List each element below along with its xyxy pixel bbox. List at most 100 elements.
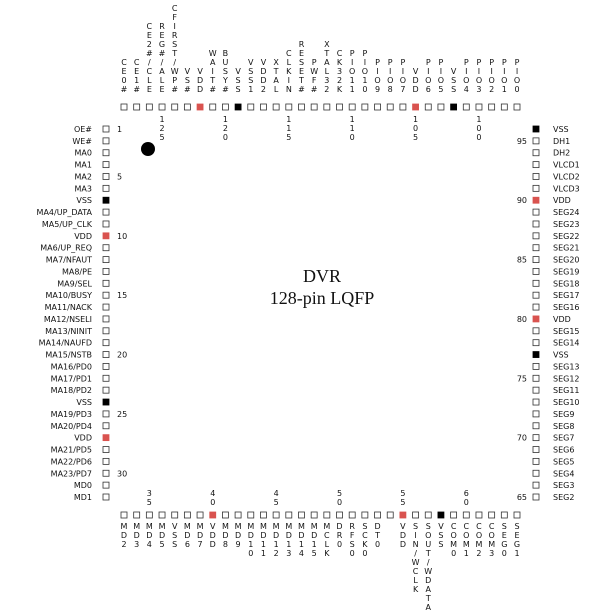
pin	[196, 511, 204, 519]
pin	[102, 339, 110, 347]
pin-label: SEG13	[553, 362, 580, 371]
pin	[272, 511, 280, 519]
pin	[532, 184, 540, 192]
pin-label: MA7/NFAUT	[46, 256, 92, 265]
pin-label: SEG24	[553, 208, 580, 217]
pin	[532, 363, 540, 370]
pin	[532, 125, 540, 133]
pin	[102, 184, 110, 192]
pin	[298, 103, 305, 111]
pin	[102, 315, 110, 323]
pin-label: VDD	[74, 434, 92, 443]
pin	[102, 279, 110, 287]
pin	[336, 511, 343, 519]
pin	[222, 511, 229, 519]
pin	[323, 511, 331, 519]
pin	[102, 386, 110, 394]
pin-label: SEG6	[553, 446, 574, 455]
pin	[310, 511, 318, 519]
pin-label: SEG18	[553, 279, 580, 288]
pin-label: MA21/PD5	[51, 446, 92, 455]
pin	[532, 173, 540, 180]
pin	[285, 103, 293, 111]
pin	[120, 511, 128, 519]
pin-label: SEG15	[553, 327, 580, 336]
pin-label: MA11/NACK	[45, 303, 93, 312]
pin-number: 10	[117, 232, 127, 241]
pin	[222, 103, 229, 111]
pin-label: S I N / W C L K	[412, 522, 420, 594]
pin	[532, 493, 540, 501]
pin	[102, 256, 110, 263]
pin	[145, 103, 153, 111]
pin	[532, 339, 540, 347]
pin-label: SEG4	[553, 469, 574, 478]
pin-label: MD1	[74, 493, 92, 502]
pin	[102, 291, 110, 299]
pin	[532, 137, 540, 145]
pin	[247, 511, 255, 519]
pin	[374, 103, 381, 111]
pin-label: SEG9	[553, 410, 574, 419]
pin	[437, 511, 445, 519]
pin	[102, 351, 110, 358]
pin	[513, 103, 521, 111]
pin	[336, 103, 343, 111]
pin	[102, 173, 110, 180]
pin	[532, 327, 540, 335]
pin	[102, 374, 110, 382]
pin-label: VDD	[553, 315, 571, 324]
pin	[532, 457, 540, 465]
pin	[532, 303, 540, 311]
pin	[475, 103, 483, 111]
pin	[102, 434, 110, 442]
pin	[102, 232, 110, 240]
pin	[102, 137, 110, 145]
pin	[532, 149, 540, 157]
pin-label: MA18/PD2	[51, 386, 92, 395]
pin-label: SEG2	[553, 493, 574, 502]
pin-label: OE#	[74, 125, 92, 134]
pin	[500, 511, 508, 519]
pin	[102, 469, 110, 477]
pin-label: SEG8	[553, 422, 574, 431]
pin-label: MA22/PD6	[51, 457, 92, 466]
pin-label: VSS	[553, 351, 569, 360]
pin-label: R E S E T #	[298, 40, 305, 94]
pin	[183, 511, 191, 519]
pin-label: SEG11	[553, 386, 580, 395]
pin-number: 70	[517, 434, 527, 443]
pin-number: 75	[517, 374, 527, 383]
pin	[260, 511, 267, 519]
pin	[532, 244, 540, 252]
pin	[285, 511, 293, 519]
pin	[145, 511, 153, 519]
pin	[374, 511, 381, 519]
pin	[158, 511, 166, 519]
pin-label: MA0	[75, 149, 92, 158]
